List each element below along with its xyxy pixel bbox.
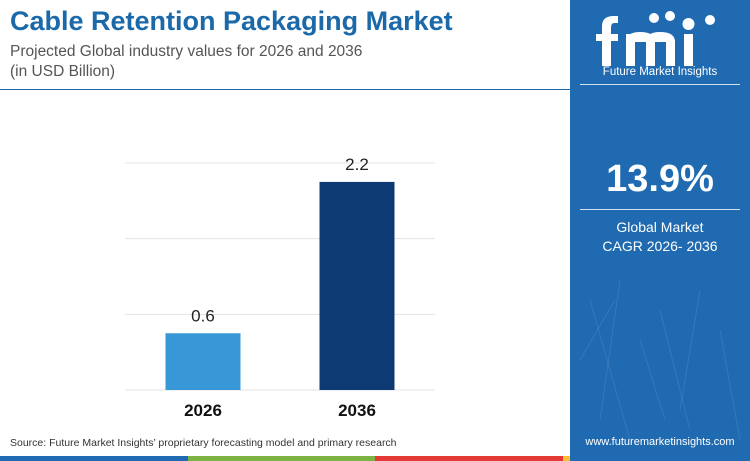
bar (165, 333, 241, 390)
fmi-logo (596, 11, 715, 66)
page-subtitle: Projected Global industry values for 202… (10, 42, 362, 82)
logo-divider (580, 84, 740, 85)
website-link[interactable]: www.futuremarketinsights.com (585, 436, 735, 448)
cagr-value: 13.9% (606, 158, 714, 200)
cagr-divider (580, 209, 740, 210)
bar-chart: 0.6 2026 2.2 2036 (125, 155, 435, 420)
subtitle-line-2: (in USD Billion) (10, 63, 116, 80)
bar (319, 181, 395, 390)
stripe-segment (375, 456, 563, 461)
data-label: 2.2 (345, 155, 369, 174)
x-tick-label: 2036 (338, 401, 376, 420)
sidebar-panel: Future Market Insights 13.9% Global Mark… (570, 0, 750, 461)
stripe-segment (0, 456, 188, 461)
cagr-label-line-1: Global Market (616, 219, 704, 235)
cagr-label: Global Market CAGR 2026- 2036 (570, 218, 750, 256)
header-divider (0, 89, 570, 90)
x-tick-label: 2026 (184, 401, 222, 420)
logo-wordmark: Future Market Insights (602, 66, 718, 78)
cagr-label-line-2: CAGR 2026- 2036 (602, 238, 718, 254)
stripe-segment (187, 456, 375, 461)
page-title: Cable Retention Packaging Market (10, 6, 453, 36)
source-note: Source: Future Market Insights’ propriet… (10, 437, 397, 449)
subtitle-line-1: Projected Global industry values for 202… (10, 43, 363, 60)
panel-texture (579, 279, 741, 441)
data-label: 0.6 (191, 306, 215, 325)
